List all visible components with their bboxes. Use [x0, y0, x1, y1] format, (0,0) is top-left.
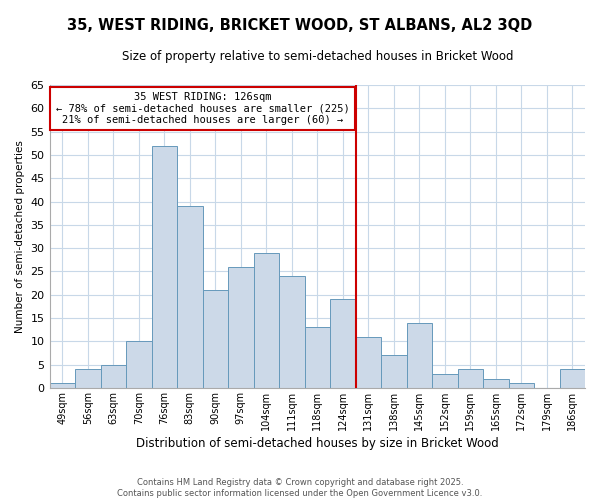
Text: 35 WEST RIDING: 126sqm
← 78% of semi-detached houses are smaller (225)
21% of se: 35 WEST RIDING: 126sqm ← 78% of semi-det… — [56, 92, 349, 125]
Bar — [407, 322, 432, 388]
Text: 35, WEST RIDING, BRICKET WOOD, ST ALBANS, AL2 3QD: 35, WEST RIDING, BRICKET WOOD, ST ALBANS… — [67, 18, 533, 32]
Bar — [254, 253, 279, 388]
Bar — [509, 383, 534, 388]
Bar — [50, 383, 75, 388]
Text: Contains HM Land Registry data © Crown copyright and database right 2025.
Contai: Contains HM Land Registry data © Crown c… — [118, 478, 482, 498]
Bar — [101, 364, 126, 388]
Bar — [356, 336, 381, 388]
Bar — [432, 374, 458, 388]
Bar — [381, 356, 407, 388]
Bar — [177, 206, 203, 388]
Title: Size of property relative to semi-detached houses in Bricket Wood: Size of property relative to semi-detach… — [122, 50, 513, 63]
Bar — [203, 290, 228, 388]
Bar — [458, 370, 483, 388]
Bar — [152, 146, 177, 388]
Y-axis label: Number of semi-detached properties: Number of semi-detached properties — [15, 140, 25, 333]
Bar — [560, 370, 585, 388]
Bar — [75, 370, 101, 388]
X-axis label: Distribution of semi-detached houses by size in Bricket Wood: Distribution of semi-detached houses by … — [136, 437, 499, 450]
Bar — [305, 328, 330, 388]
Bar — [279, 276, 305, 388]
Bar — [330, 300, 356, 388]
Bar — [483, 378, 509, 388]
Bar — [126, 342, 152, 388]
Bar — [228, 266, 254, 388]
